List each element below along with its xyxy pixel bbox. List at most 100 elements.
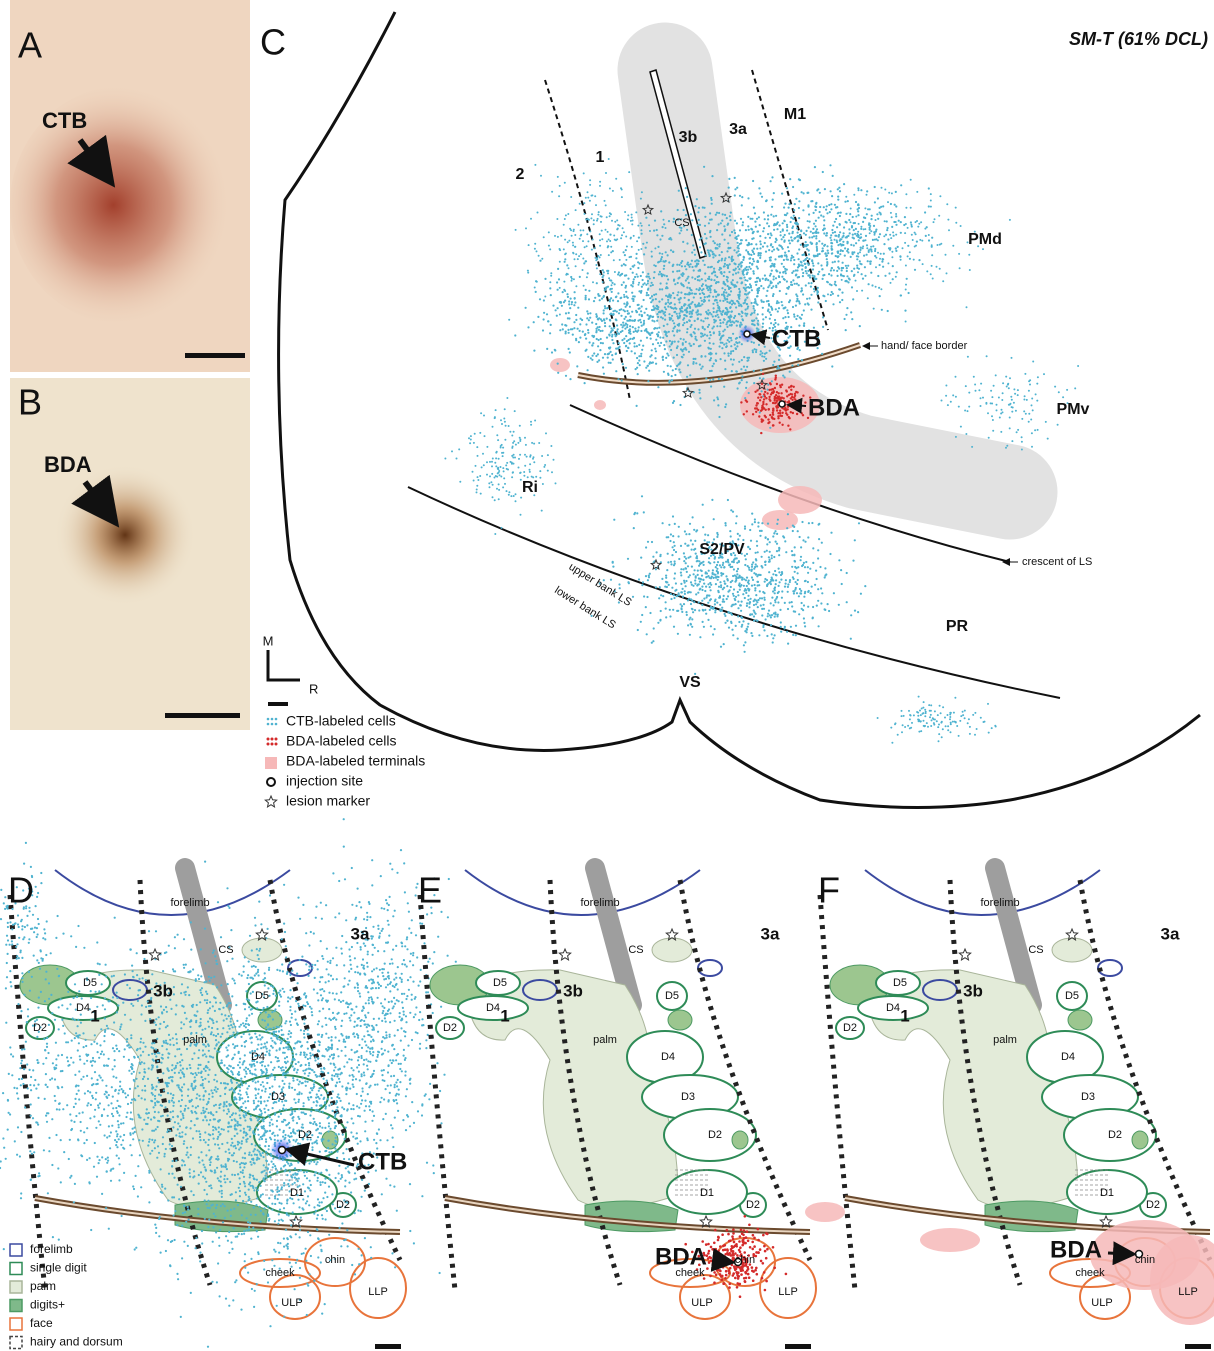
cell [848, 219, 850, 221]
cell [228, 1152, 230, 1154]
cell [640, 340, 642, 342]
cell [602, 276, 604, 278]
cell [873, 225, 875, 227]
cell [683, 250, 685, 252]
cell [642, 345, 644, 347]
cell [693, 601, 695, 603]
cell [626, 246, 628, 248]
cell [544, 278, 546, 280]
cell [709, 212, 711, 214]
cell [717, 304, 719, 306]
cell [952, 721, 954, 723]
cell [830, 239, 832, 241]
cell [817, 549, 819, 551]
cell [444, 458, 446, 460]
cell [705, 586, 707, 588]
cell [738, 341, 740, 343]
cell [723, 281, 725, 283]
cell [831, 252, 833, 254]
cell [924, 211, 926, 213]
cell [780, 631, 782, 633]
cell [770, 180, 772, 182]
cell [828, 204, 830, 206]
cell [625, 259, 627, 261]
cell [796, 298, 798, 300]
cell [850, 221, 852, 223]
cell [818, 538, 820, 540]
cell [563, 248, 565, 250]
cell [737, 250, 739, 252]
cell [851, 286, 853, 288]
cell [746, 366, 748, 368]
cell [547, 320, 549, 322]
cell [815, 237, 817, 239]
cell [939, 705, 941, 707]
cell [662, 226, 664, 228]
cell [717, 294, 719, 296]
cell [676, 270, 678, 272]
cell [845, 314, 847, 316]
cell [1010, 396, 1012, 398]
cell [736, 325, 738, 327]
cell [699, 239, 701, 241]
cell [239, 1067, 241, 1069]
cell [738, 288, 740, 290]
cell [716, 302, 718, 304]
cell [645, 247, 647, 249]
cell [731, 370, 733, 372]
cell [745, 284, 747, 286]
cell [690, 581, 692, 583]
cell [617, 378, 619, 380]
page: A CTB B BDA CSM-T (61% DCL)3b3aM121PMdPM… [0, 0, 1214, 1351]
cell [812, 262, 814, 264]
cell [687, 544, 689, 546]
cell [838, 559, 840, 561]
cell [297, 1101, 299, 1103]
cell [768, 225, 770, 227]
cell [758, 331, 760, 333]
cell [723, 343, 725, 345]
cell [771, 263, 773, 265]
area-label: 1 [596, 149, 605, 166]
cell [706, 312, 708, 314]
cell [651, 349, 653, 351]
cell [665, 332, 667, 334]
cell [866, 247, 868, 249]
cell [874, 248, 876, 250]
cell [719, 595, 721, 597]
cell [879, 264, 881, 266]
cell [212, 1133, 214, 1135]
cell [641, 225, 643, 227]
cell [672, 369, 674, 371]
cell [503, 418, 505, 420]
cell [617, 348, 619, 350]
cell [673, 541, 675, 543]
cell [917, 226, 919, 228]
legend-label: BDA-labeled terminals [286, 753, 425, 769]
cell [862, 245, 864, 247]
cell [857, 203, 859, 205]
cell [705, 571, 707, 573]
cell [884, 189, 886, 191]
cell [684, 293, 686, 295]
cell [791, 605, 793, 607]
cell [849, 213, 851, 215]
cell [725, 312, 727, 314]
cell [597, 214, 599, 216]
cell [744, 641, 746, 643]
cell [781, 384, 783, 386]
cell [722, 310, 724, 312]
cell [774, 616, 776, 618]
cell [661, 578, 663, 580]
cell [456, 458, 458, 460]
cell [777, 592, 779, 594]
cell [675, 589, 677, 591]
cell [679, 264, 681, 266]
cell [804, 244, 806, 246]
cell [788, 316, 790, 318]
cell [564, 290, 566, 292]
cell [725, 524, 727, 526]
cell [717, 561, 719, 563]
cell [755, 563, 757, 565]
cell [799, 234, 801, 236]
